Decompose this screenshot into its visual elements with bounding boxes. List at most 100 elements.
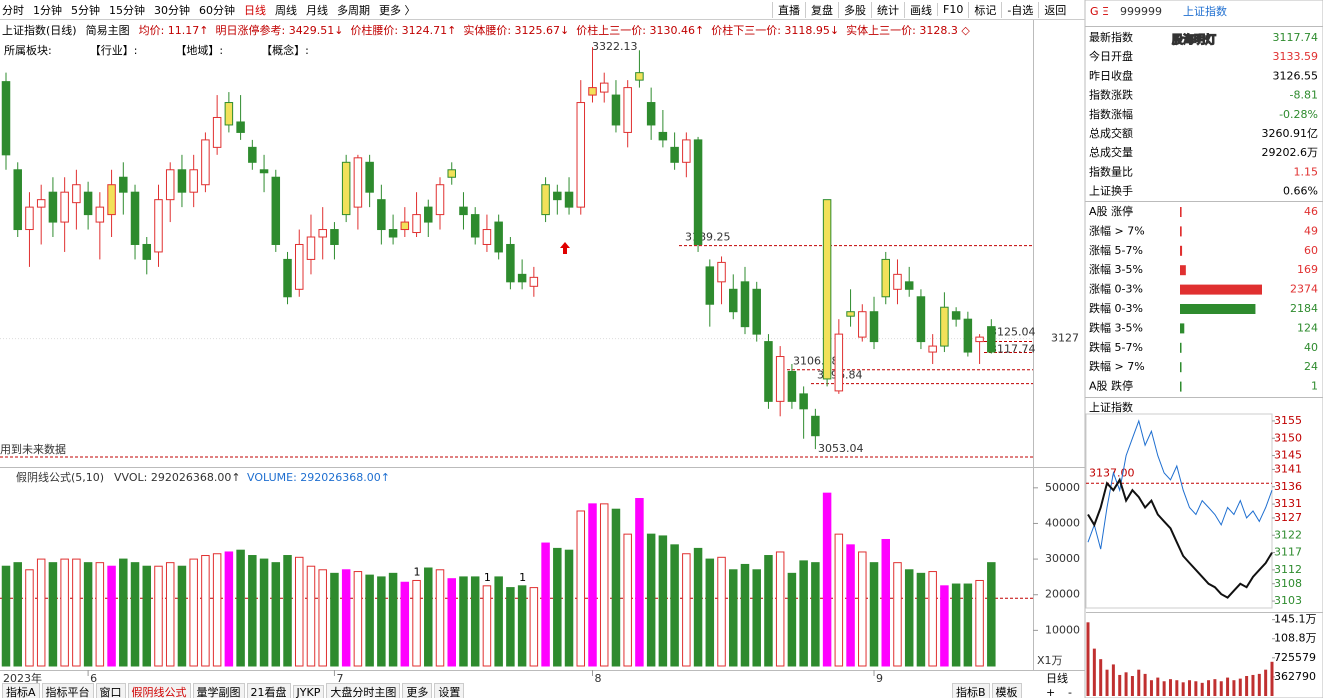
volume-bar (119, 558, 128, 667)
bottom-tab[interactable]: 更多 (402, 683, 433, 698)
mini-vol-bar (1092, 648, 1096, 696)
candle-body (951, 311, 961, 320)
breadth-bar (1180, 226, 1182, 237)
bottom-tab[interactable]: 量学副图 (192, 683, 245, 698)
breadth-value: 2374 (1290, 283, 1318, 296)
volume-bar (412, 579, 421, 667)
candle-body (459, 206, 468, 216)
volume-bar (576, 510, 586, 667)
period-tab[interactable]: 分时 (2, 3, 24, 17)
tool-buttons: 直播 复盘 多股 统计 画线 F10 标记 -自选 返回 (772, 0, 1071, 19)
volume-bar (951, 583, 961, 667)
candle-body (670, 146, 679, 163)
volume-bar (1, 565, 11, 667)
tool-button[interactable]: -自选 (1001, 1, 1038, 18)
period-tab[interactable]: 1分钟 (33, 3, 62, 17)
tool-button[interactable]: 多股 (838, 1, 871, 18)
candle-body (154, 199, 163, 253)
period-label: 日线 (1046, 671, 1068, 685)
tool-button[interactable]: 直播 (772, 1, 805, 18)
zoom-button[interactable]: - (1068, 686, 1072, 698)
mini-vol-bar (1213, 679, 1217, 696)
period-tab[interactable]: 周线 (275, 3, 297, 17)
volume-bar (729, 569, 738, 667)
period-tab[interactable]: 30分钟 (154, 3, 190, 17)
candle-body (764, 341, 773, 402)
candle-body (916, 296, 926, 343)
volume-bar (881, 538, 890, 667)
tool-button[interactable]: 画线 (904, 1, 937, 18)
tool-button[interactable]: 复盘 (805, 1, 838, 18)
bottom-tab[interactable]: 设置 (434, 683, 465, 698)
volume-bar (740, 563, 750, 667)
mini-vol-bar (1251, 674, 1255, 696)
candle-body (212, 116, 222, 148)
tool-button[interactable]: 统计 (871, 1, 904, 18)
candle-body (576, 102, 586, 208)
period-tab[interactable]: 5分钟 (71, 3, 100, 17)
y-tick-label: 30000 (1045, 552, 1080, 565)
volume-bar (377, 576, 386, 667)
candle-body (119, 176, 128, 193)
zoom-button[interactable]: + (1046, 686, 1055, 698)
bottom-tab[interactable]: 大盘分时主图 (326, 683, 401, 698)
volume-bar (799, 560, 808, 667)
volume-bar (95, 562, 105, 667)
bottom-tab[interactable]: 指标B (952, 683, 990, 698)
y-tick-label: 3127 (1051, 332, 1079, 345)
volume-bar (529, 587, 539, 667)
tool-button[interactable]: 返回 (1038, 1, 1071, 18)
quote-value: 3126.55 (1273, 69, 1319, 82)
bottom-tab[interactable]: 窗口 (95, 683, 126, 698)
candle-body (25, 206, 34, 231)
candle-body (236, 121, 245, 133)
period-tab[interactable]: 月线 (306, 3, 328, 17)
bottom-tab[interactable]: 指标A (2, 683, 40, 698)
breadth-label: 跌幅 0-3% (1089, 301, 1143, 315)
volume-bar (165, 562, 175, 667)
period-tabs: 分时 1分钟 5分钟 15分钟 30分钟 60分钟 日线 周线 月线 多周期 更多 〉 (2, 0, 425, 19)
bottom-tab[interactable]: 21看盘 (246, 683, 291, 698)
sector-label: 【概念】: (261, 43, 309, 57)
period-tab[interactable]: 15分钟 (109, 3, 145, 17)
breadth-value: 124 (1297, 321, 1318, 334)
chart-title: 上证指数(日线) (2, 23, 77, 37)
up-arrow (560, 242, 570, 254)
quote-value: 3260.91亿 (1262, 127, 1319, 140)
volume-bar (13, 562, 22, 667)
y-tick-label: 3117 (1274, 546, 1302, 559)
period-tab[interactable]: 多周期 (337, 3, 370, 17)
period-tab[interactable]: 更多 〉 (379, 3, 416, 17)
tool-button[interactable]: F10 (937, 3, 968, 16)
volume-bar (365, 574, 374, 667)
tool-button[interactable]: 标记 (968, 1, 1001, 18)
mini-vol-bar (1270, 661, 1274, 696)
volume-bar (517, 585, 527, 667)
bottom-tab[interactable]: 假阴线公式 (127, 683, 191, 698)
period-tab[interactable]: 日线 (244, 3, 266, 17)
volume-bar (83, 562, 93, 667)
bottom-tab[interactable]: 模板 (991, 683, 1022, 698)
candle-body (142, 243, 152, 260)
y-tick-label: 145.1万 (1274, 613, 1317, 626)
volume-bar (646, 533, 656, 667)
bottom-tab[interactable]: 指标平台 (41, 683, 94, 698)
bottom-tab[interactable]: JYKP (292, 684, 325, 698)
volume-bar (318, 569, 327, 667)
candle-body (858, 311, 867, 338)
candle-body (248, 146, 257, 163)
breadth-value: 60 (1304, 244, 1318, 257)
level-label: 3106.18 (793, 355, 839, 368)
level-label: 3189.25 (685, 231, 731, 244)
volume-bar (107, 565, 116, 667)
mini-line (1087, 477, 1273, 599)
note: 用到未来数据 (0, 442, 66, 456)
year-label: 2023年 (3, 671, 42, 685)
quote-label: 指数涨幅 (1089, 107, 1133, 121)
candle-body (693, 139, 703, 245)
breadth-bar (1180, 265, 1186, 276)
sector-label: 【地域】: (175, 43, 224, 57)
period-tab[interactable]: 60分钟 (199, 3, 235, 17)
quote-label: 指数涨跌 (1089, 88, 1133, 102)
